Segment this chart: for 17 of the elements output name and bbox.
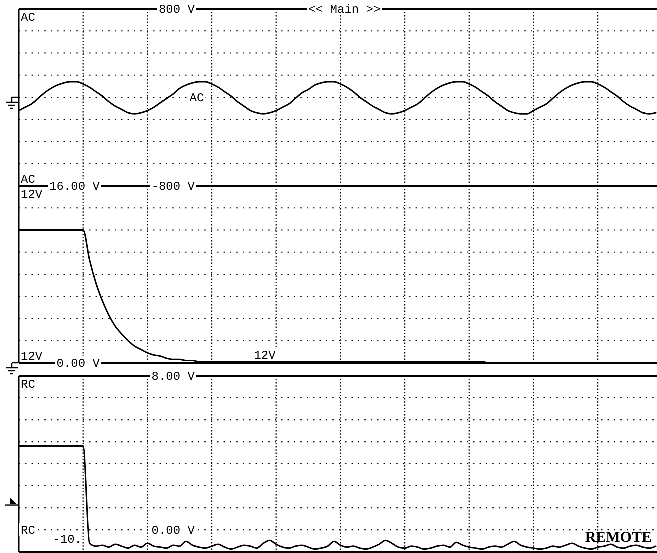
text: AC (21, 11, 36, 25)
chart-title: << Main >> (308, 3, 381, 18)
text: RC (21, 524, 36, 538)
y-tick-label: 0.00 V (56, 357, 101, 372)
y-tick-label: 0.00 V (152, 524, 196, 538)
y-tick-label: 16.00 V (50, 180, 101, 194)
y-tick-label: 8.00 V (152, 370, 196, 384)
text: AC (21, 173, 36, 187)
annotation: AC (190, 92, 204, 106)
y-tick-label: 800 V (158, 3, 196, 18)
annotation: -10. (53, 533, 82, 547)
text: 12V (21, 188, 44, 202)
annotation: REMOTE (585, 530, 652, 546)
annotation: 12V (254, 349, 277, 363)
text: RC (21, 378, 36, 392)
text: 12V (21, 350, 43, 364)
y-tick-label: -800 V (152, 180, 196, 194)
